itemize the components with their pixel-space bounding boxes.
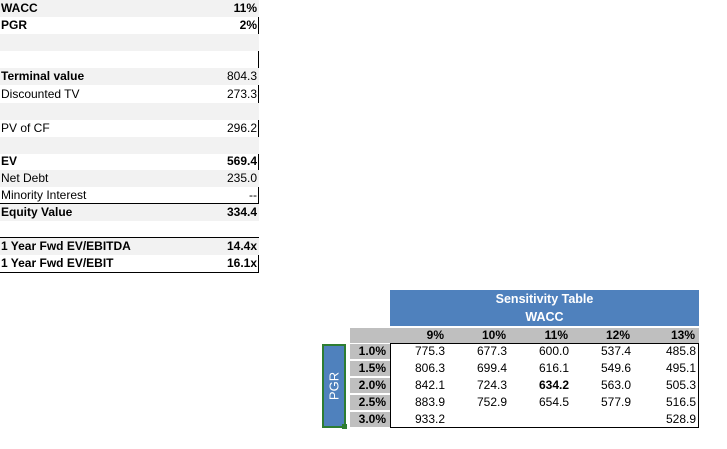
- pgr-row-header[interactable]: 1.5%: [350, 361, 390, 376]
- equity-value-label: Equity Value: [1, 205, 73, 219]
- sensitivity-cell[interactable]: 577.9: [600, 395, 631, 409]
- wacc-row[interactable]: WACC 11%: [0, 0, 259, 17]
- pgr-value: 2%: [239, 18, 257, 32]
- sensitivity-header: Sensitivity Table WACC: [390, 290, 699, 326]
- sensitivity-cell[interactable]: [511, 412, 573, 427]
- sensitivity-cell[interactable]: 505.3: [665, 378, 696, 392]
- sensitivity-cell[interactable]: 516.5: [665, 395, 696, 409]
- terminal-value-value: 804.3: [226, 69, 257, 83]
- wacc-value: 11%: [233, 1, 257, 15]
- terminal-value-row[interactable]: Terminal value 804.3: [0, 68, 259, 85]
- sensitivity-cell[interactable]: 495.1: [665, 361, 696, 375]
- minority-interest-label: Minority Interest: [1, 188, 87, 202]
- wacc-column-header[interactable]: 10%: [448, 328, 510, 343]
- sensitivity-cell[interactable]: [449, 412, 511, 427]
- sensitivity-subtitle: WACC: [525, 310, 564, 324]
- sensitivity-cell[interactable]: 549.6: [600, 361, 631, 375]
- blank-row: [0, 34, 259, 51]
- discounted-tv-label: Discounted TV: [1, 87, 80, 101]
- ev-value: 569.4: [226, 154, 257, 168]
- sensitivity-cell[interactable]: 699.4: [476, 361, 507, 375]
- sensitivity-cell[interactable]: 616.1: [538, 361, 569, 375]
- ev-ebitda-value: 14.4x: [226, 239, 257, 253]
- discounted-tv-value: 273.3: [226, 87, 257, 101]
- pgr-axis-label: PGR: [326, 371, 342, 401]
- net-debt-label: Net Debt: [1, 171, 49, 185]
- sensitivity-cell[interactable]: 654.5: [538, 395, 569, 409]
- sensitivity-cell[interactable]: 600.0: [538, 344, 569, 358]
- corner-header-cell: [350, 328, 390, 343]
- selection-handle[interactable]: [342, 424, 347, 429]
- sensitivity-cell[interactable]: 563.0: [600, 378, 631, 392]
- net-debt-value: 235.0: [226, 171, 257, 185]
- pgr-axis-label-box[interactable]: PGR: [322, 344, 346, 428]
- sensitivity-cell[interactable]: 528.9: [665, 412, 696, 426]
- sensitivity-cell[interactable]: 537.4: [600, 344, 631, 358]
- pgr-label: PGR: [1, 18, 28, 32]
- pv-of-cf-label: PV of CF: [1, 121, 50, 135]
- sensitivity-cell[interactable]: 677.3: [476, 344, 507, 358]
- wacc-column-header[interactable]: 12%: [572, 328, 634, 343]
- sensitivity-cell[interactable]: 775.3: [414, 344, 445, 358]
- equity-value-value: 334.4: [226, 205, 257, 219]
- wacc-column-header[interactable]: 11%: [510, 328, 572, 343]
- wacc-column-header[interactable]: 9%: [390, 328, 448, 343]
- ev-ebit-value: 16.1x: [226, 256, 257, 270]
- sensitivity-table: Sensitivity Table WACC 9% 10% 11% 12% 13% 1.…: [320, 290, 700, 430]
- pv-of-cf-row[interactable]: PV of CF 296.2: [0, 120, 259, 137]
- sensitivity-cell[interactable]: 634.2: [538, 378, 569, 392]
- ev-ebit-label: 1 Year Fwd EV/EBIT: [1, 256, 114, 270]
- pv-of-cf-value: 296.2: [226, 121, 257, 135]
- minority-interest-row[interactable]: Minority Interest --: [0, 187, 259, 204]
- ev-ebitda-label: 1 Year Fwd EV/EBITDA: [1, 239, 131, 253]
- pgr-row-header[interactable]: 3.0%: [350, 412, 390, 427]
- ev-ebit-row[interactable]: 1 Year Fwd EV/EBIT 16.1x: [0, 255, 259, 272]
- sensitivity-cell[interactable]: 485.8: [665, 344, 696, 358]
- sensitivity-grid: 775.3 677.3 600.0 537.4 485.8 806.3 699.4 616.1…: [390, 343, 699, 428]
- pgr-row-header[interactable]: 2.0%: [350, 378, 390, 393]
- net-debt-row[interactable]: Net Debt 235.0: [0, 170, 259, 187]
- wacc-label: WACC: [1, 1, 38, 15]
- sensitivity-cell[interactable]: 842.1: [414, 378, 445, 392]
- sensitivity-title: Sensitivity Table: [495, 292, 594, 306]
- terminal-value-label: Terminal value: [1, 69, 85, 83]
- pgr-row-header[interactable]: 2.5%: [350, 395, 390, 410]
- minority-interest-value: --: [249, 188, 257, 202]
- sensitivity-cell[interactable]: 806.3: [414, 361, 445, 375]
- ev-label: EV: [1, 154, 18, 168]
- multiples-box: [0, 237, 259, 273]
- ev-ebitda-row[interactable]: 1 Year Fwd EV/EBITDA 14.4x: [0, 238, 259, 255]
- sensitivity-cell[interactable]: 933.2: [414, 412, 445, 426]
- sensitivity-cell[interactable]: [573, 412, 635, 427]
- ev-row[interactable]: EV 569.4: [0, 153, 259, 170]
- blank-row: [0, 137, 259, 154]
- wacc-column-header[interactable]: 13%: [634, 328, 699, 343]
- blank-row: [0, 103, 259, 120]
- equity-value-row[interactable]: Equity Value 334.4: [0, 203, 259, 221]
- sensitivity-cell[interactable]: 752.9: [476, 395, 507, 409]
- pgr-row[interactable]: PGR 2%: [0, 17, 259, 34]
- pgr-row-header[interactable]: 1.0%: [350, 344, 390, 359]
- discounted-tv-row[interactable]: Discounted TV 273.3: [0, 86, 259, 103]
- sensitivity-cell[interactable]: 883.9: [414, 395, 445, 409]
- sensitivity-cell[interactable]: 724.3: [476, 378, 507, 392]
